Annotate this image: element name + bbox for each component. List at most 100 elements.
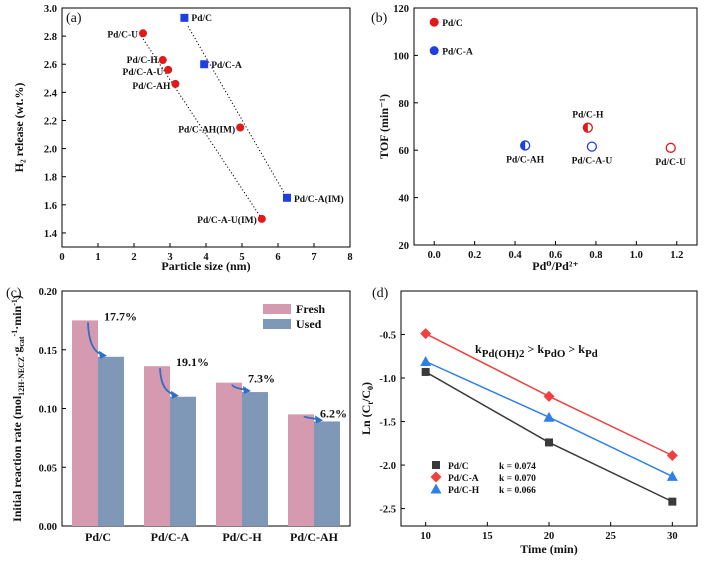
data-point-circle xyxy=(139,29,147,38)
point-label: Pd/C-AH xyxy=(132,82,171,92)
point-label: Pd/C xyxy=(442,19,463,29)
marker-diamond xyxy=(666,450,678,461)
plot-frame xyxy=(400,290,698,527)
x-tick-label: 0 xyxy=(59,252,64,263)
x-tick-label: 3 xyxy=(167,252,172,263)
data-point-half-fill xyxy=(520,140,526,150)
x-tick-label: 0.4 xyxy=(509,250,523,261)
y-tick-label: -2.5 xyxy=(379,505,396,516)
data-point-square xyxy=(180,13,189,22)
marker-square xyxy=(432,461,440,469)
data-point-square xyxy=(283,193,291,202)
x-tick-label: Pd/C-AH xyxy=(290,530,339,544)
x-tick-label: 7 xyxy=(311,252,316,263)
data-point-circle xyxy=(158,56,167,65)
y-tick-label: 120 xyxy=(393,4,409,15)
x-tick-label: 25 xyxy=(605,531,616,542)
change-arrowhead xyxy=(243,386,251,395)
legend-label: Pd/C-H xyxy=(448,486,480,496)
y-tick-label: 2.8 xyxy=(44,32,57,43)
y-tick-label: 0.00 xyxy=(39,522,57,533)
y-tick-label: 1.8 xyxy=(44,173,57,184)
marker-diamond xyxy=(543,390,555,402)
change-percent: 6.2% xyxy=(320,406,347,420)
panel-label: (c) xyxy=(6,286,22,301)
y-tick-label: 2.4 xyxy=(44,88,58,99)
y-tick-label: 100 xyxy=(393,51,409,62)
data-point-square xyxy=(200,60,209,69)
change-percent: 19.1% xyxy=(176,355,209,369)
point-label: Pd/C-AH xyxy=(506,155,545,165)
panel-a: (a) 0 1 2 3 4 5 6 7 8 1.4 1.6 1.8 2.0 2.2 2.4 2.6 2.8 3.0 P… xyxy=(12,4,353,273)
bar-used xyxy=(314,421,340,526)
y-tick-label: 2.0 xyxy=(44,145,57,156)
fit-line xyxy=(187,26,288,199)
panel-c: (c) 0.00 0.05 0.10 0.15 0.20 Pd/C 17.7% Pd/C-A 19… xyxy=(6,286,351,544)
marker-diamond xyxy=(430,471,442,483)
y-tick-label: 0.10 xyxy=(39,405,57,416)
x-tick-label: 0.6 xyxy=(549,250,562,261)
data-point-filled xyxy=(429,46,439,56)
point-label: Pd/C xyxy=(191,14,212,24)
point-label: Pd/C-H xyxy=(127,56,159,66)
x-axis-label: Time (min) xyxy=(520,542,577,556)
bar-fresh xyxy=(288,414,314,526)
x-tick-label: Pd/C xyxy=(85,530,111,544)
y-tick-label: 1.4 xyxy=(44,229,58,240)
data-point-half-fill xyxy=(583,123,588,133)
x-tick-label: 2 xyxy=(131,252,136,263)
point-label: Pd/C-U xyxy=(107,30,138,40)
x-tick-label: 0.0 xyxy=(428,250,441,261)
legend-swatch xyxy=(263,304,291,314)
change-arrowhead xyxy=(171,390,179,399)
x-tick-label: 30 xyxy=(667,531,678,542)
marker-diamond xyxy=(420,328,432,340)
data-point-filled xyxy=(429,17,439,27)
y-tick-label: 40 xyxy=(399,194,410,205)
x-tick-label: Pd/C-A xyxy=(151,530,190,544)
bar-used xyxy=(98,356,124,526)
y-tick-label: 0.05 xyxy=(39,463,57,474)
x-tick-label: 0.8 xyxy=(589,250,602,261)
y-tick-label: 60 xyxy=(399,146,410,157)
point-label: Pd/C-AH(IM) xyxy=(178,125,235,136)
y-tick-label: -1.5 xyxy=(379,418,396,429)
y-tick-label: -2.0 xyxy=(379,461,396,472)
y-tick-label: 0.20 xyxy=(39,287,57,298)
fit-line xyxy=(140,35,263,220)
legend-label: Pd/C xyxy=(448,462,469,472)
point-label: Pd/C-U xyxy=(655,158,686,168)
data-point-open xyxy=(665,142,676,153)
marker-square xyxy=(545,438,553,447)
y-tick-label: 20 xyxy=(399,241,410,252)
point-label: Pd/C-A xyxy=(211,61,242,71)
panel-label: (b) xyxy=(371,11,388,26)
x-tick-label: 6 xyxy=(275,252,280,263)
point-label: Pd/C-A-U xyxy=(123,68,164,78)
legend-swatch xyxy=(263,319,291,329)
y-axis-label: H₂ release (wt.%) xyxy=(12,83,26,173)
y-tick-label: -0.5 xyxy=(379,331,396,342)
x-tick-label: Pd/C-H xyxy=(222,530,262,544)
bar-used xyxy=(170,396,196,526)
y-axis-label: Initial reaction rate (mol12H-NECZ·gcat-… xyxy=(10,295,26,522)
x-axis-label: Particle size (nm) xyxy=(161,259,250,273)
legend-rate-constant: k = 0.070 xyxy=(499,474,536,484)
x-tick-label: 1 xyxy=(95,252,100,263)
data-point-open xyxy=(586,141,598,152)
bar-used xyxy=(242,392,268,526)
marker-triangle xyxy=(420,356,432,366)
y-tick-label: 3.0 xyxy=(44,4,57,15)
legend-label: Fresh xyxy=(296,302,325,316)
y-axis-label: Ln (Ct/C0) xyxy=(359,382,375,435)
panel-d: (d) 10 15 20 25 30 -0.5 -1.0 -1.5 -2.0 -2.5 Time (m… xyxy=(359,286,698,556)
legend-label: Used xyxy=(296,317,322,331)
y-tick-label: 0.15 xyxy=(39,346,57,357)
legend-rate-constant: k = 0.066 xyxy=(499,486,536,496)
marker-triangle xyxy=(543,411,555,422)
change-arrowhead xyxy=(99,350,107,359)
point-label: Pd/C-A xyxy=(442,48,473,58)
rate-relation: kPd(OH)2 > kPdO > kPd xyxy=(475,342,598,360)
data-point-circle xyxy=(164,65,173,74)
